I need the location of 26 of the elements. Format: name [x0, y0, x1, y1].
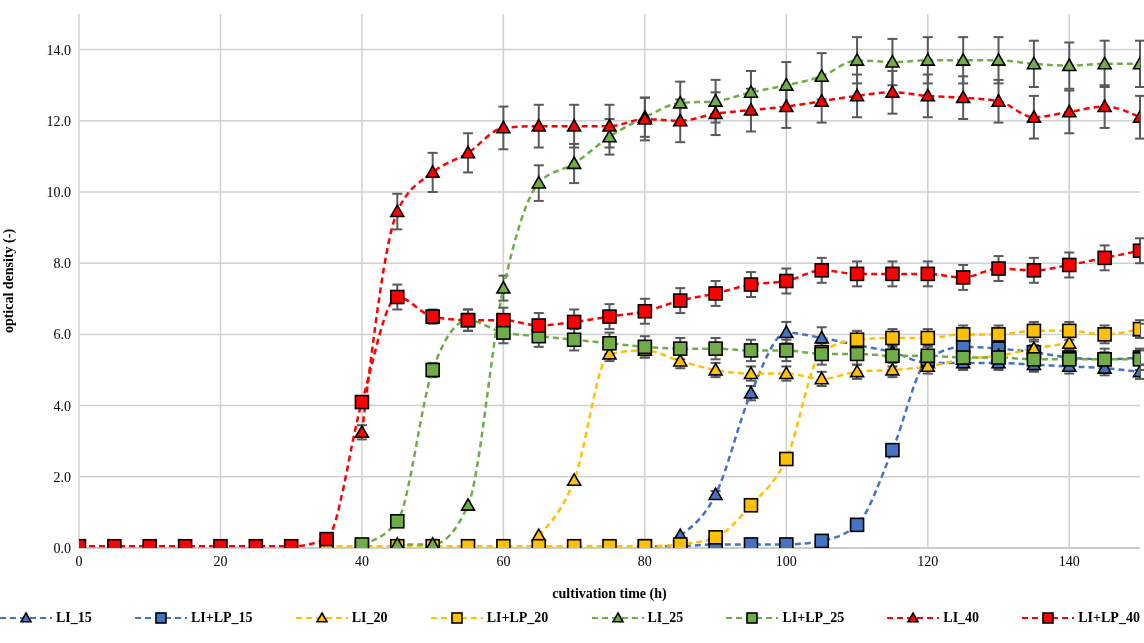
- legend-label: LI+LP_20: [486, 610, 549, 626]
- y-tick-label: 14.0: [46, 42, 71, 58]
- x-tick-label: 0: [75, 553, 83, 569]
- y-tick-label: 12.0: [46, 113, 71, 129]
- x-tick-label: 20: [213, 553, 228, 569]
- y-tick-label: 0.0: [53, 540, 71, 556]
- y-tick-label: 4.0: [53, 398, 71, 414]
- legend-label: LI+LP_15: [190, 610, 253, 626]
- y-tick-label: 8.0: [53, 256, 71, 272]
- legend-label: LI+LP_25: [782, 610, 845, 626]
- x-tick-label: 40: [354, 553, 369, 569]
- legend-label: LI_20: [351, 610, 388, 626]
- x-tick-label: 80: [637, 553, 652, 569]
- x-tick-label: 120: [917, 553, 939, 569]
- x-tick-label: 60: [496, 553, 511, 569]
- legend-label: LI_15: [56, 610, 92, 626]
- x-tick-label: 100: [775, 553, 797, 569]
- y-tick-label: 6.0: [53, 327, 71, 343]
- y-axis-title: optical density (-): [0, 228, 17, 334]
- y-tick-label: 10.0: [46, 184, 71, 200]
- y-tick-label: 2.0: [53, 469, 71, 485]
- x-tick-label: 140: [1058, 553, 1080, 569]
- legend-label: LI_40: [943, 610, 980, 626]
- legend-label: LI_25: [647, 610, 684, 626]
- legend-label: LI+LP_40: [1078, 610, 1140, 626]
- x-axis-title: cultivation time (h): [552, 586, 667, 602]
